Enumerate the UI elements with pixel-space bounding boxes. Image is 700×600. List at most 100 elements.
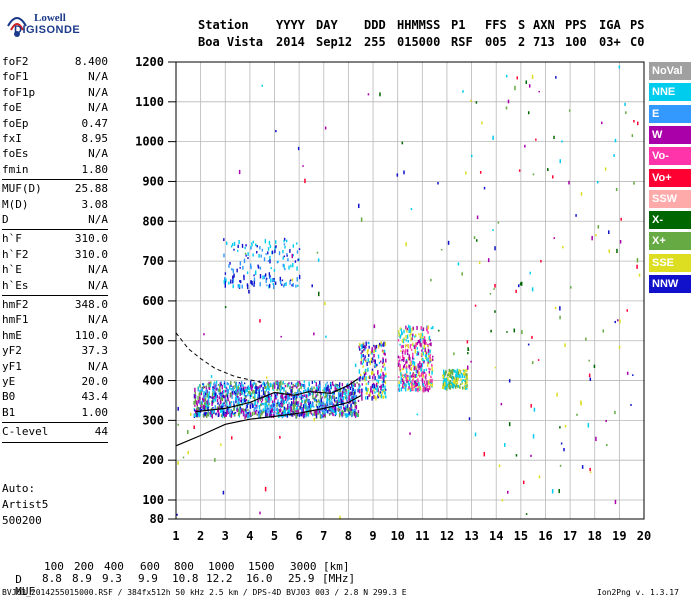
echo-point <box>278 383 281 388</box>
echo-point <box>212 387 214 393</box>
echo-point <box>343 396 345 399</box>
param-value: 43.4 <box>81 390 109 404</box>
echo-point <box>309 406 312 409</box>
echo-point <box>342 410 344 414</box>
noise-point <box>409 432 411 435</box>
echo-point <box>351 389 354 393</box>
echo-point <box>319 414 322 419</box>
x-tick-labels: 1 2 3 4 5 6 7 8 9 10 11 12 13 14 15 16 17 18 19 20 <box>172 529 651 543</box>
noise-point <box>494 283 496 288</box>
echo-point <box>219 388 221 393</box>
echo-point <box>253 412 256 415</box>
echo-point <box>268 408 270 413</box>
echo-point <box>415 333 417 338</box>
echo-point <box>457 384 459 388</box>
echo-point <box>447 372 450 375</box>
echo-point <box>404 387 406 390</box>
echo-point <box>383 342 385 347</box>
echo-point <box>226 393 228 397</box>
echo-point <box>234 392 237 395</box>
echo-point <box>410 374 413 378</box>
echo-point <box>404 344 407 348</box>
echo-point <box>383 351 385 355</box>
noise-point <box>403 170 405 175</box>
echo-point <box>262 390 265 395</box>
noise-point <box>506 331 508 333</box>
echo-point <box>264 398 267 401</box>
echo-point <box>429 349 431 354</box>
echo-point <box>273 284 275 290</box>
echo-point <box>316 387 318 390</box>
echo-point <box>217 413 220 418</box>
echo-point <box>371 390 374 395</box>
echo-point <box>427 363 429 367</box>
noise-point <box>555 76 557 79</box>
echo-point <box>359 389 361 394</box>
echo-point <box>249 405 252 409</box>
echo-point <box>369 393 371 397</box>
echo-point <box>411 387 413 390</box>
echo-point <box>285 282 287 286</box>
param-name: B1 <box>2 405 16 419</box>
echo-point <box>331 412 334 415</box>
echo-point <box>206 400 208 405</box>
noise-point <box>257 265 260 269</box>
echo-point <box>405 325 407 330</box>
echo-point <box>442 374 445 379</box>
echo-point <box>207 383 209 386</box>
echo-point <box>350 406 352 412</box>
echo-point <box>406 334 409 339</box>
echo-point <box>225 278 227 283</box>
echo-point <box>257 264 259 267</box>
noise-point <box>516 76 518 80</box>
param-name: fxI <box>2 132 22 145</box>
param-row: hmF2 348.0 <box>2 297 108 312</box>
echo-point <box>314 414 316 416</box>
echo-point <box>268 387 270 391</box>
legend-vo: Vo+ <box>649 168 691 187</box>
echo-point <box>417 339 420 344</box>
echo-point <box>313 397 316 401</box>
echo-point <box>287 411 289 415</box>
echo-point <box>300 385 302 390</box>
x-tick-label: 8 <box>345 529 352 543</box>
noise-point <box>531 335 533 339</box>
echo-point <box>261 402 264 406</box>
echo-point <box>216 395 219 399</box>
param-name: fmin <box>2 162 29 176</box>
echo-point <box>314 380 316 383</box>
echo-point <box>354 411 356 415</box>
echo-point <box>371 383 374 388</box>
echo-point <box>377 354 380 359</box>
noise-point <box>302 165 304 167</box>
param-value: 1.80 <box>81 162 109 176</box>
noise-point <box>525 80 528 84</box>
echo-point <box>424 350 427 354</box>
echo-point <box>400 345 403 349</box>
echo-point <box>284 413 286 416</box>
echo-point <box>412 383 415 387</box>
echo-point <box>420 373 423 377</box>
header-value-0: Boa Vista <box>198 35 264 49</box>
echo-point <box>236 408 238 412</box>
echo-point <box>383 374 385 378</box>
echo-point <box>421 352 423 357</box>
echo-point <box>331 395 334 399</box>
noise-point <box>601 121 603 125</box>
echo-point <box>203 390 205 394</box>
echo-point <box>218 396 220 400</box>
echo-point <box>215 395 217 399</box>
noise-point <box>588 359 590 362</box>
param-row: yF2 37.3 <box>2 343 108 358</box>
echo-point <box>231 242 234 246</box>
noise-point <box>616 248 618 254</box>
muf-value: 25.9 <box>288 572 315 585</box>
noise-point <box>630 404 632 406</box>
dashed-profile-curve <box>175 332 263 383</box>
echo-point <box>272 278 274 283</box>
noise-point <box>562 245 564 249</box>
param-row: yF1 N/A <box>2 359 108 374</box>
noise-point <box>604 167 607 171</box>
param-row: foF1 N/A <box>2 69 108 84</box>
echo-point <box>196 413 198 418</box>
